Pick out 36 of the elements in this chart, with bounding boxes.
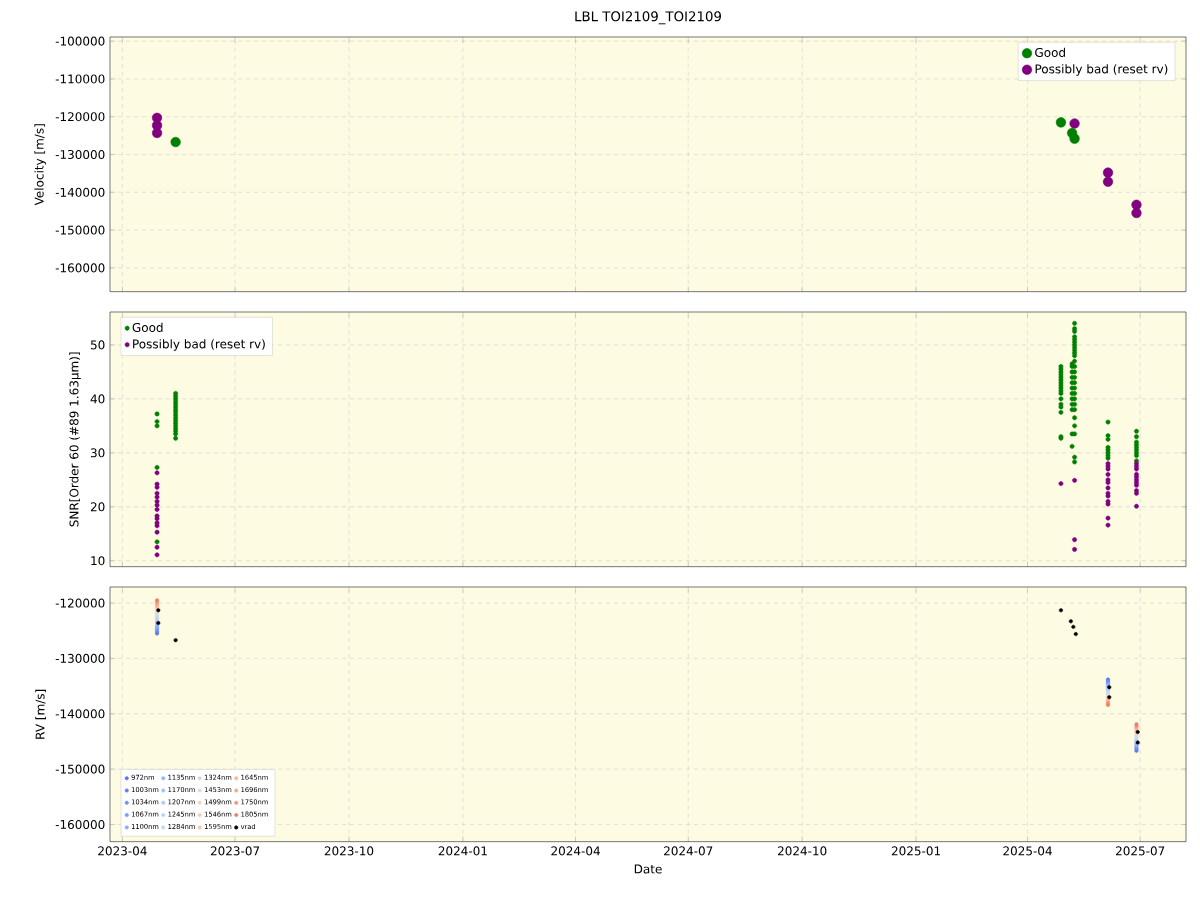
legend-label: Possibly bad (reset rv) (1035, 64, 1168, 76)
y-tick-label: -130000 (55, 653, 105, 663)
legend-label: Possibly bad (reset rv) (133, 339, 265, 351)
y-tick-label: -120000 (55, 112, 105, 122)
y-tick-label: 10 (91, 556, 105, 566)
x-tick-label: 2024-04 (551, 846, 600, 856)
y-tick-label: -160000 (55, 263, 105, 273)
legend-label: Good (1035, 47, 1065, 57)
y-tick-label: -140000 (55, 187, 105, 197)
x-tick-label: 2023-07 (210, 846, 260, 856)
y-axis-title: SNR[Order 60 (#89 1.63μm)] (69, 352, 81, 527)
y-tick-label: -130000 (55, 149, 105, 160)
y-tick-label: -150000 (55, 764, 105, 774)
legend-label: Good (132, 322, 163, 332)
y-tick-label: 40 (90, 394, 105, 404)
y-tick-label: 50 (90, 340, 105, 350)
x-tick-label: 2025-01 (891, 846, 941, 856)
x-tick-label: 2023-04 (98, 846, 147, 856)
x-tick-label: 2024-07 (664, 846, 713, 856)
y-axis-title: Velocity [m/s] (34, 124, 46, 206)
y-tick-label: -140000 (55, 709, 105, 719)
y-tick-label: 30 (90, 448, 105, 458)
y-tick-label: -160000 (55, 819, 105, 830)
x-tick-label: 2024-10 (777, 846, 827, 856)
chart-title: LBL TOI2109_TOI2109 (575, 11, 721, 25)
x-tick-label: 2024-01 (438, 846, 487, 856)
y-tick-label: -120000 (55, 598, 105, 608)
x-tick-label: 2023-10 (324, 846, 374, 856)
y-tick-label: -150000 (55, 225, 105, 235)
y-tick-label: 20 (90, 502, 105, 512)
x-tick-label: 2025-07 (1116, 846, 1165, 856)
y-axis-title: RV [m/s] (35, 689, 46, 739)
y-tick-label: -110000 (55, 74, 105, 84)
x-tick-label: 2025-04 (1003, 846, 1052, 856)
y-tick-label: -100000 (55, 36, 105, 46)
x-axis-title: Date (634, 864, 662, 874)
